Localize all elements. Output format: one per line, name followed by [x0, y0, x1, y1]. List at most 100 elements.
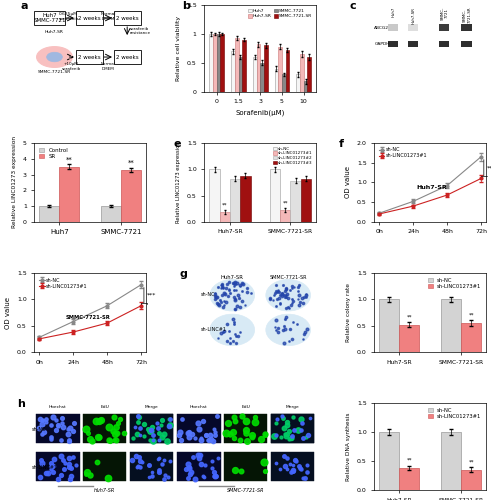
- Bar: [83, 452, 126, 481]
- Y-axis label: OD value: OD value: [345, 166, 351, 198]
- Text: **: **: [407, 314, 412, 320]
- Text: Normal
DMEM: Normal DMEM: [101, 62, 115, 71]
- Text: Huh7-SR: Huh7-SR: [221, 274, 244, 280]
- Ellipse shape: [47, 52, 62, 62]
- Text: a: a: [21, 0, 28, 10]
- Y-axis label: OD value: OD value: [5, 296, 11, 328]
- Text: **: **: [407, 458, 412, 463]
- Bar: [130, 414, 173, 443]
- Text: GAPDH: GAPDH: [374, 42, 390, 46]
- Text: SMMC-7721-SR: SMMC-7721-SR: [227, 488, 265, 494]
- Bar: [307, 57, 311, 92]
- Legend: sh-NC, sh-LINC01273#1: sh-NC, sh-LINC01273#1: [426, 276, 484, 291]
- Text: Hoechst: Hoechst: [49, 404, 67, 408]
- Text: EdU: EdU: [101, 404, 109, 408]
- Y-axis label: Relative LINC01273 expression: Relative LINC01273 expression: [176, 142, 181, 224]
- FancyBboxPatch shape: [114, 50, 140, 64]
- Bar: [230, 179, 240, 222]
- Text: sh-NC: sh-NC: [201, 292, 216, 297]
- Bar: [461, 323, 481, 352]
- Text: Hoechst: Hoechst: [190, 404, 208, 408]
- Bar: [296, 74, 300, 92]
- Bar: [462, 40, 471, 48]
- Text: **: **: [468, 313, 474, 318]
- Bar: [39, 206, 59, 222]
- Bar: [271, 452, 314, 481]
- Bar: [121, 170, 141, 222]
- Bar: [130, 452, 173, 481]
- Text: **: **: [283, 200, 288, 205]
- Y-axis label: Relative DNA synthesis: Relative DNA synthesis: [346, 412, 352, 481]
- Text: 2 weeks: 2 weeks: [116, 54, 138, 60]
- Bar: [224, 414, 267, 443]
- Bar: [213, 34, 217, 92]
- FancyBboxPatch shape: [34, 11, 64, 25]
- Text: Huh7-SR: Huh7-SR: [417, 184, 447, 190]
- Bar: [274, 68, 278, 92]
- Legend: sh-NC, sh-LINC01273#1: sh-NC, sh-LINC01273#1: [377, 146, 430, 160]
- Bar: [36, 452, 80, 481]
- Text: sh-LINC#1: sh-LINC#1: [32, 465, 58, 470]
- Bar: [270, 170, 280, 222]
- Text: f: f: [338, 139, 344, 149]
- Text: g: g: [180, 269, 188, 279]
- Legend: sh-NC, sh-LINC01273#1: sh-NC, sh-LINC01273#1: [426, 406, 484, 421]
- Text: c: c: [350, 0, 356, 10]
- Text: Huh7-SR: Huh7-SR: [45, 30, 64, 34]
- Text: Huh7
SMMC-7721: Huh7 SMMC-7721: [33, 12, 66, 24]
- Circle shape: [266, 314, 310, 346]
- Text: +10μM
sorafenib: +10μM sorafenib: [62, 62, 81, 71]
- Bar: [441, 300, 461, 352]
- Bar: [462, 24, 471, 31]
- Bar: [240, 176, 250, 222]
- Bar: [217, 34, 220, 92]
- Text: 2 weeks: 2 weeks: [78, 16, 101, 20]
- Text: sorafenib
resistance: sorafenib resistance: [130, 26, 151, 36]
- Y-axis label: Relative LINC01273 expression: Relative LINC01273 expression: [12, 136, 17, 228]
- Bar: [301, 179, 311, 222]
- Bar: [253, 57, 256, 92]
- Bar: [130, 414, 173, 443]
- Bar: [59, 166, 79, 222]
- Bar: [461, 470, 481, 490]
- Text: SMMC-7721-SR: SMMC-7721-SR: [38, 70, 71, 74]
- Bar: [291, 181, 301, 222]
- Bar: [219, 212, 230, 222]
- X-axis label: Sorafenib(μM): Sorafenib(μM): [236, 110, 285, 116]
- Text: **: **: [468, 460, 474, 464]
- Legend: sh-NC, sh-LINC01273#1: sh-NC, sh-LINC01273#1: [37, 276, 89, 290]
- Text: SMMC-7721-SR: SMMC-7721-SR: [66, 315, 110, 320]
- Bar: [399, 468, 419, 490]
- Text: 2 weeks: 2 weeks: [116, 16, 138, 20]
- Bar: [256, 44, 260, 92]
- FancyBboxPatch shape: [76, 11, 103, 25]
- Legend: sh-NC, sh-LINC01273#1, sh-LINC01273#2, sh-LINC01273#3: sh-NC, sh-LINC01273#1, sh-LINC01273#2, s…: [271, 145, 314, 167]
- Bar: [303, 82, 307, 92]
- Bar: [231, 51, 235, 92]
- Bar: [280, 210, 291, 222]
- Bar: [242, 40, 246, 92]
- Bar: [399, 324, 419, 352]
- Text: Merge: Merge: [286, 404, 300, 408]
- Text: sh-NC: sh-NC: [32, 427, 47, 432]
- Text: Normal
DMEM: Normal DMEM: [101, 12, 116, 20]
- Bar: [235, 38, 239, 92]
- Text: Merge: Merge: [145, 404, 159, 408]
- FancyBboxPatch shape: [114, 11, 140, 25]
- Bar: [278, 46, 282, 92]
- Text: ABCG2: ABCG2: [374, 26, 389, 30]
- Bar: [271, 414, 314, 443]
- Circle shape: [210, 314, 255, 346]
- Bar: [408, 24, 418, 31]
- Text: Huh7-SR: Huh7-SR: [411, 6, 415, 24]
- Legend: Control, SR: Control, SR: [37, 146, 71, 162]
- Text: ***: ***: [147, 292, 156, 298]
- Y-axis label: Relative cell viability: Relative cell viability: [176, 16, 181, 81]
- Bar: [209, 170, 219, 222]
- Legend: Huh7, Huh7-SR, SMMC-7721, SMMC-7721-SR: Huh7, Huh7-SR, SMMC-7721, SMMC-7721-SR: [246, 7, 314, 20]
- Bar: [439, 40, 449, 48]
- Text: **: **: [128, 160, 135, 166]
- Text: SMMC-7721-SR: SMMC-7721-SR: [270, 274, 307, 280]
- Text: **: **: [66, 156, 73, 162]
- FancyBboxPatch shape: [76, 50, 103, 64]
